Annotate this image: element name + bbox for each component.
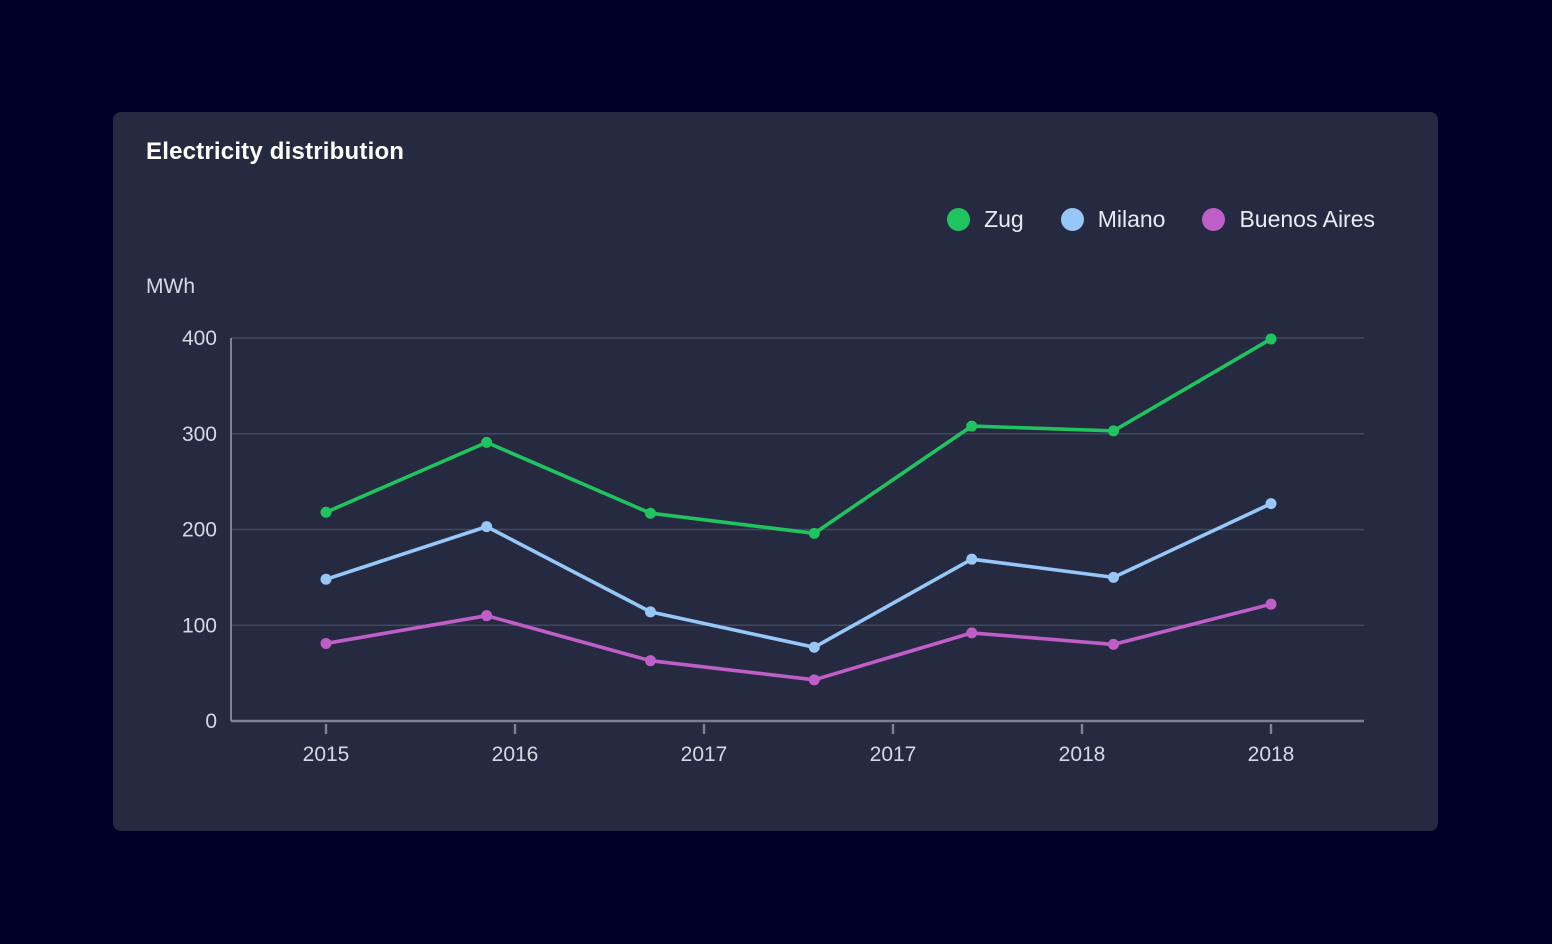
- y-tick-label-0: 0: [205, 710, 217, 733]
- legend-item-buenos-aires[interactable]: Buenos Aires: [1202, 206, 1375, 233]
- x-tick-label-4: 2018: [1059, 743, 1106, 766]
- line-chart: 0 100 200 300 400 2015 2016 2017 2017 2018 2018: [182, 327, 1364, 766]
- series-point-zug-5[interactable]: [1108, 425, 1119, 437]
- series-point-zug-3[interactable]: [808, 527, 820, 539]
- legend-item-zug[interactable]: Zug: [947, 206, 1024, 233]
- x-tick-label-5: 2018: [1248, 743, 1295, 766]
- series-point-buenos-aires-6[interactable]: [1265, 598, 1277, 610]
- chart-card: 0 100 200 300 400 2015 2016 2017 2017 2018 2018 El…: [113, 112, 1438, 831]
- series-point-buenos-aires-5[interactable]: [1108, 638, 1119, 650]
- series-point-zug-6[interactable]: [1265, 333, 1277, 345]
- series-point-zug-0[interactable]: [320, 506, 332, 518]
- series-point-buenos-aires-2[interactable]: [644, 655, 656, 667]
- series-line-buenos-aires: [324, 602, 1273, 682]
- legend-label-zug: Zug: [984, 206, 1024, 232]
- series-line-zug: [324, 337, 1273, 536]
- x-tick-label-1: 2016: [492, 743, 539, 766]
- legend-dot-buenos-aires: [1202, 208, 1226, 231]
- series-point-milano-0[interactable]: [320, 573, 332, 585]
- y-tick-label-200: 200: [182, 519, 217, 542]
- legend-item-milano[interactable]: Milano: [1060, 206, 1166, 233]
- series-point-buenos-aires-4[interactable]: [966, 627, 978, 639]
- legend-label-buenos-aires: Buenos Aires: [1239, 206, 1375, 232]
- series-point-milano-3[interactable]: [808, 641, 820, 653]
- series-point-zug-2[interactable]: [644, 507, 656, 519]
- series-point-buenos-aires-1[interactable]: [481, 610, 493, 622]
- series-point-milano-4[interactable]: [966, 553, 978, 565]
- legend-dot-zug: [947, 208, 971, 231]
- legend-dot-milano: [1060, 208, 1084, 231]
- series-point-milano-1[interactable]: [481, 521, 493, 533]
- chart-legend: Zug Milano Buenos Aires: [947, 206, 1375, 233]
- series-point-zug-4[interactable]: [966, 420, 978, 432]
- y-tick-label-100: 100: [182, 614, 217, 637]
- series-point-buenos-aires-3[interactable]: [808, 674, 820, 686]
- y-tick-label-400: 400: [182, 327, 217, 350]
- legend-label-milano: Milano: [1097, 206, 1166, 232]
- series-point-milano-2[interactable]: [644, 606, 656, 618]
- x-tick-label-3: 2017: [870, 743, 917, 766]
- series-point-buenos-aires-0[interactable]: [320, 637, 332, 649]
- series-point-milano-5[interactable]: [1108, 571, 1119, 583]
- series-point-milano-6[interactable]: [1265, 498, 1277, 510]
- x-tick-label-2: 2017: [681, 743, 728, 766]
- chart-title: Electricity distribution: [146, 138, 405, 165]
- series-point-zug-1[interactable]: [481, 436, 493, 448]
- x-tick-label-0: 2015: [303, 743, 350, 766]
- y-axis-unit-label: MWh: [146, 275, 195, 298]
- y-tick-label-300: 300: [182, 423, 217, 446]
